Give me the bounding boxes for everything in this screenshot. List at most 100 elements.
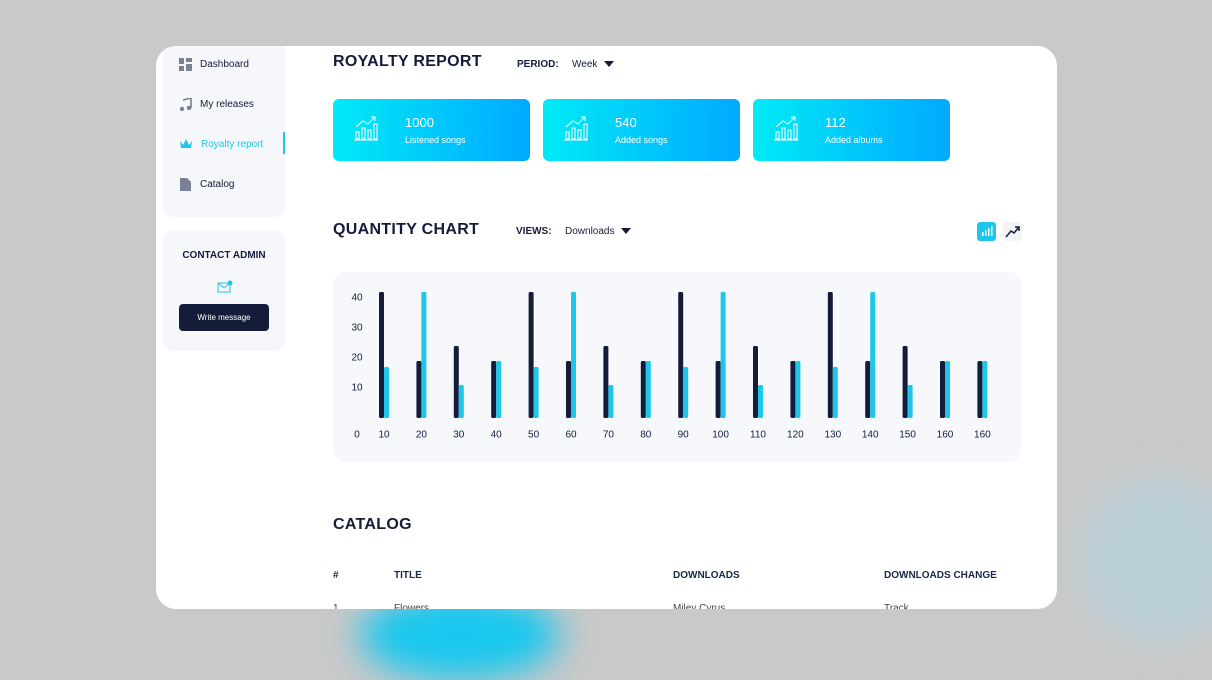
background-blob [1080,480,1212,640]
bar [902,346,908,418]
bar [678,292,684,418]
bar [453,346,459,418]
x-tick-label: 30 [453,430,465,441]
x-tick-label: 60 [565,430,577,441]
table-header: DOWNLOADS [673,570,740,581]
growth-icon [774,116,798,141]
growth-icon [354,116,378,141]
chart-panel: 0 10 20 30 40 10 20 30 40 50 60 70 80 90 100 110 120 130 1… [333,272,1021,462]
table-header: # [333,570,339,581]
nav-item[interactable]: Catalog [179,178,234,191]
x-tick-label: 50 [528,430,540,441]
x-tick-label: 150 [899,430,916,441]
bar [977,361,983,418]
line-view-toggle[interactable] [1003,222,1022,241]
bar [416,361,422,418]
contact-panel: CONTACT ADMIN Write message [163,230,285,351]
stat-value: 112 [825,115,846,130]
growth-icon [564,116,588,141]
bar [384,367,389,418]
views-label: VIEWS: [516,226,552,237]
y-tick-label: 20 [351,353,363,364]
x-tick-label: 160 [974,430,991,441]
bar [832,367,838,418]
y-tick-label: 10 [351,383,363,394]
stat-card: 1000 Listened songs [333,99,530,161]
stat-card: 112 Added albums [753,99,950,161]
bar [982,361,988,418]
views-value: Downloads [565,226,615,237]
section-title: CATALOG [333,516,412,533]
bar [790,361,796,418]
bar [683,367,689,418]
bar [753,346,758,418]
chart: 0 10 20 30 40 10 20 30 40 50 60 70 80 90 100 110 120 130 1… [351,292,991,441]
section-title: QUANTITY CHART [333,221,480,238]
x-tick-label: 140 [862,430,879,441]
bar [940,361,945,418]
write-message-button[interactable]: Write message [179,304,269,331]
nav-item[interactable]: Dashboard [179,58,249,71]
stat-label: Added songs [615,135,668,145]
x-tick-label: 70 [603,430,615,441]
bar [379,292,384,418]
stat-card: 540 Added songs [543,99,740,161]
period-select[interactable]: Week [572,59,615,70]
bar [758,385,763,418]
x-tick-label: 160 [937,430,954,441]
bar [720,292,726,418]
nav-item[interactable]: My releases [179,98,254,111]
y-tick-label: 0 [354,430,360,441]
nav-label: Royalty report [201,138,264,150]
bar [603,346,609,418]
y-tick-label: 40 [351,293,363,304]
bar [491,361,497,418]
bar-view-toggle[interactable] [977,222,996,241]
bar [870,292,876,418]
x-tick-label: 10 [378,430,390,441]
nav-label: Catalog [200,179,235,190]
active-indicator [283,132,285,154]
screen: {"sidebar": {"nav": ["Dashboard", "My re… [156,46,1212,680]
stat-value: 540 [615,115,637,130]
sidebar-nav: Dashboard My releases Royalty report Cat… [163,46,285,217]
nav-item[interactable]: Royalty report [179,138,263,150]
page-title: ROYALTY REPORT [333,53,482,70]
period-label: PERIOD: [517,59,559,70]
x-tick-label: 40 [491,430,503,441]
bar [827,292,833,418]
table-header: TITLE [394,570,422,581]
x-tick-label: 130 [824,430,841,441]
views-select[interactable]: Downloads [565,226,632,237]
stat-label: Added albums [825,135,883,145]
contact-title: CONTACT ADMIN [182,250,266,261]
nav-label: My releases [200,99,254,110]
report-card: Dashboard My releases Royalty report Cat… [156,46,1057,609]
bar [795,361,801,418]
stat-value: 1000 [405,115,434,130]
x-tick-label: 20 [416,430,428,441]
bar [715,361,721,418]
stat-label: Listened songs [405,135,466,145]
x-tick-label: 90 [678,430,690,441]
mail-icon [217,280,233,293]
table-cell: Miley Cyrus [673,603,726,609]
table-cell: Track [884,603,909,609]
table-cell: 1 [333,603,339,609]
x-tick-label: 120 [787,430,804,441]
bar [645,361,651,418]
table-cell: Flowers [394,603,430,609]
bar [421,292,427,418]
bar [566,361,571,418]
x-tick-label: 80 [640,430,652,441]
bar [907,385,913,418]
bar [640,361,646,418]
nav-label: Dashboard [200,59,249,70]
bar [528,292,534,418]
bar [865,361,871,418]
bar [945,361,950,418]
bar [533,367,539,418]
bar [458,385,464,418]
y-tick-label: 30 [351,323,363,334]
bar [571,292,576,418]
